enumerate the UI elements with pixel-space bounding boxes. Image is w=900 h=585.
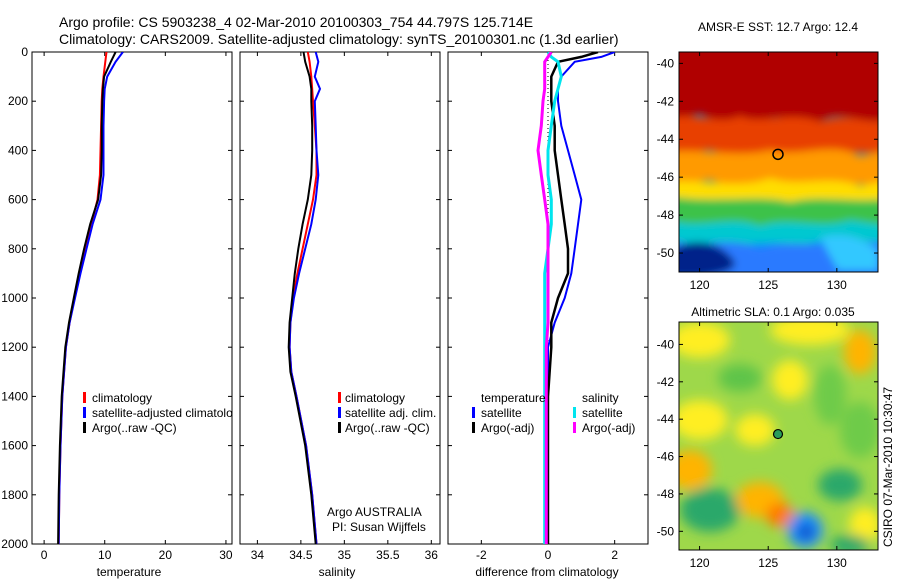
figure-title-line1: Argo profile: CS 5903238_4 02-Mar-2010 2…: [59, 14, 533, 30]
temperature-legend-argo: Argo(..raw -QC): [92, 421, 177, 435]
salinity-panel: 34 34.5 35 35.5 36 salinity climatology sate…: [239, 51, 441, 579]
temperature-x-axis-label: temperature: [97, 565, 162, 579]
difference-legend-temperature-argo: Argo(-adj): [481, 421, 534, 435]
map-lat-tick-label: -48: [657, 487, 675, 501]
map-lat-tick-label: -42: [657, 375, 675, 389]
difference-legend: temperature satellite Argo(-adj) salinit…: [472, 391, 635, 435]
figure-title-line2: Climatology: CARS2009. Satellite-adjuste…: [59, 31, 619, 47]
depth-tick-label: 2000: [1, 537, 28, 551]
temperature-panel: 0 200 400 600 800 1000 1200 1400 1600 1800 2000 0 1…: [1, 45, 245, 579]
temperature-argo-line: [57, 52, 117, 544]
sla-map-x-ticks: 120 125 130: [690, 322, 847, 570]
salinity-x-tick-label: 34.5: [289, 548, 313, 562]
sla-argo-location-marker: [772, 428, 784, 440]
depth-tick-label: 600: [8, 193, 28, 207]
depth-tick-label: 400: [8, 143, 28, 157]
temperature-x-ticks: 0 10 20 30: [41, 52, 233, 562]
map-lat-tick-label: -50: [657, 524, 675, 538]
map-lon-tick-label: 120: [690, 278, 710, 292]
temperature-climatology-line: [57, 52, 108, 544]
sla-map-panel: Altimetric SLA: 0.1 Argo: 0.035: [657, 305, 879, 570]
depth-tick-label: 200: [8, 94, 28, 108]
temperature-x-tick-label: 10: [98, 548, 112, 562]
temperature-x-tick-label: 0: [41, 548, 48, 562]
salinity-x-tick-label: 35: [338, 548, 352, 562]
salinity-satellite-adjusted-line: [288, 52, 322, 544]
sst-map-y-ticks: -40 -42 -44 -46 -48 -50: [657, 56, 878, 260]
difference-x-tick-label: -2: [476, 548, 487, 562]
salinity-x-tick-label: 36: [425, 548, 439, 562]
sla-map-frame: [678, 321, 879, 551]
sst-map-frame: [678, 51, 879, 273]
temperature-legend: climatology satellite-adjusted climatolo…: [83, 391, 245, 435]
salinity-panel-frame: [239, 51, 441, 545]
difference-salinity-satellite-line: [543, 52, 563, 544]
temperature-x-tick-label: 20: [159, 548, 173, 562]
temperature-legend-satellite: satellite-adjusted climatology: [92, 406, 245, 420]
map-lat-tick-label: -48: [657, 208, 675, 222]
temperature-x-tick-label: 30: [219, 548, 233, 562]
footer-credit: CSIRO 07-Mar-2010 10:30:47: [881, 387, 895, 547]
map-lat-tick-label: -40: [657, 56, 675, 70]
difference-legend-salinity-title: salinity: [582, 391, 619, 405]
sst-map-panel: AMSR-E SST: 12.7 Argo: 12.4 -40 -42 -44 -46…: [657, 20, 879, 292]
sst-map-x-ticks: 120 125 130: [690, 52, 847, 292]
map-lon-tick-label: 130: [827, 278, 847, 292]
temperature-y-ticks: 0 200 400 600 800 1000 1200 1400 1600 1800 2000: [1, 45, 232, 551]
salinity-x-tick-label: 35.5: [376, 548, 400, 562]
depth-tick-label: 1200: [1, 340, 28, 354]
difference-legend-salinity-satellite: satellite: [582, 406, 623, 420]
difference-panel: -2 0 2 difference from climatology tempera…: [447, 51, 649, 579]
map-lat-tick-label: -44: [657, 412, 675, 426]
map-lat-tick-label: -46: [657, 450, 675, 464]
salinity-legend-satellite: satellite adj. clim.: [345, 406, 436, 420]
sla-map-y-ticks: -40 -42 -44 -46 -48 -50: [657, 337, 878, 538]
depth-tick-label: 1600: [1, 439, 28, 453]
sst-heatmap-field: [679, 52, 878, 272]
temperature-panel-frame: [31, 51, 233, 545]
salinity-legend: climatology satellite adj. clim. Argo(..…: [338, 391, 436, 435]
difference-legend-temperature-title: temperature: [481, 391, 546, 405]
salinity-x-axis-label: salinity: [319, 565, 356, 579]
salinity-argo-line: [287, 52, 317, 544]
map-lat-tick-label: -50: [657, 246, 675, 260]
argo-credit-line1: Argo AUSTRALIA: [327, 505, 422, 519]
difference-legend-temperature-satellite: satellite: [481, 406, 522, 420]
difference-x-tick-label: 0: [545, 548, 552, 562]
map-lat-tick-label: -40: [657, 337, 675, 351]
difference-salinity-argo-line: [536, 52, 553, 544]
depth-tick-label: 1400: [1, 389, 28, 403]
sst-argo-location-marker: [772, 148, 784, 161]
sla-map-title: Altimetric SLA: 0.1 Argo: 0.035: [691, 305, 855, 319]
difference-temperature-argo-line: [546, 52, 599, 544]
sst-map-title: AMSR-E SST: 12.7 Argo: 12.4: [698, 20, 858, 34]
depth-tick-label: 1800: [1, 488, 28, 502]
depth-tick-label: 800: [8, 242, 28, 256]
depth-tick-label: 0: [21, 45, 28, 59]
argo-credit-line2: PI: Susan Wijffels: [332, 520, 426, 534]
temperature-legend-climatology: climatology: [92, 391, 152, 405]
map-lon-tick-label: 130: [827, 556, 847, 570]
difference-y-ticks: [448, 51, 648, 545]
map-lat-tick-label: -42: [657, 94, 675, 108]
salinity-legend-climatology: climatology: [345, 391, 405, 405]
map-lon-tick-label: 120: [690, 556, 710, 570]
depth-tick-label: 1000: [1, 291, 28, 305]
salinity-x-tick-label: 34: [251, 548, 265, 562]
salinity-legend-argo: Argo(..raw -QC): [345, 421, 430, 435]
map-lat-tick-label: -44: [657, 132, 675, 146]
salinity-y-ticks: [240, 51, 440, 545]
difference-x-axis-label: difference from climatology: [475, 565, 618, 579]
temperature-satellite-adjusted-line: [57, 52, 124, 544]
salinity-x-ticks: 34 34.5 35 35.5 36: [251, 52, 439, 562]
map-lat-tick-label: -46: [657, 170, 675, 184]
sla-heatmap-field: [679, 322, 878, 550]
difference-x-tick-label: 2: [611, 548, 618, 562]
map-lon-tick-label: 125: [758, 278, 778, 292]
map-lon-tick-label: 125: [758, 556, 778, 570]
difference-legend-salinity-argo: Argo(-adj): [582, 421, 635, 435]
